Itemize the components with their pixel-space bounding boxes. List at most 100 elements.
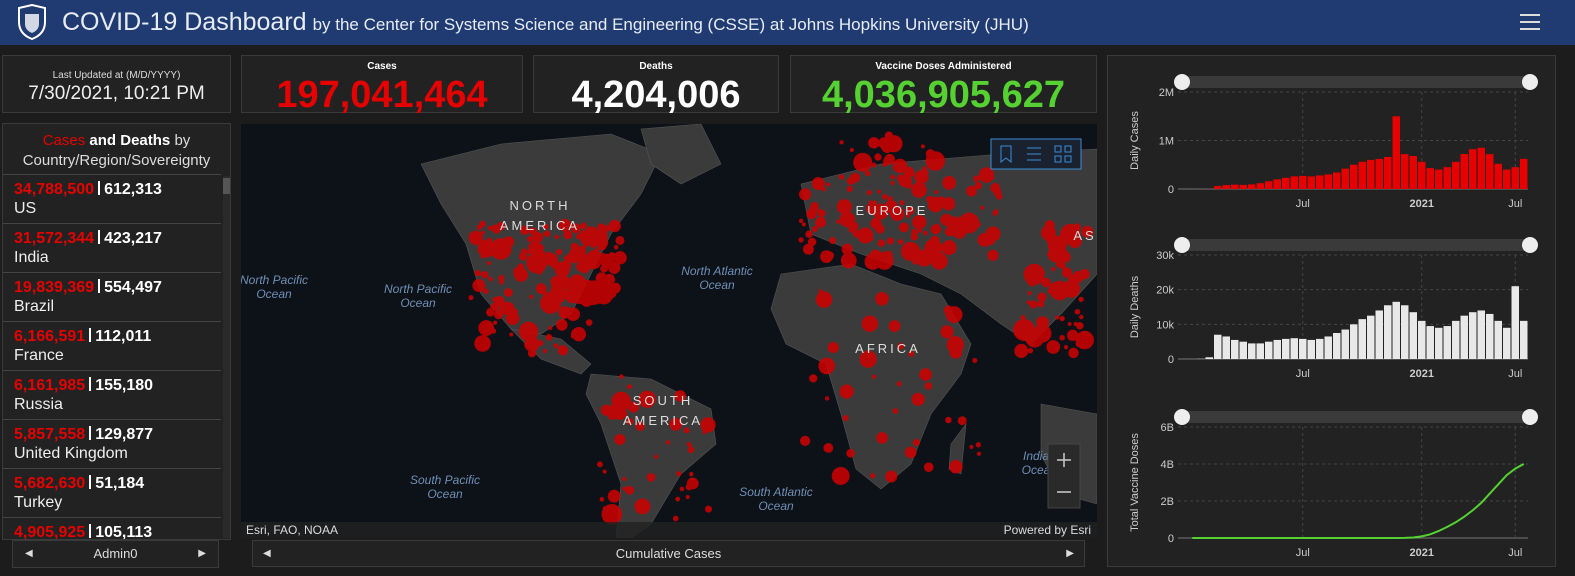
bubble	[993, 188, 1002, 197]
bubble	[554, 234, 559, 240]
zoom-in[interactable]	[1057, 453, 1071, 467]
bar	[1256, 343, 1264, 359]
bubble	[866, 202, 878, 215]
row-name: France	[14, 347, 64, 364]
bar	[1477, 310, 1485, 359]
bubble	[555, 248, 563, 256]
bubble	[976, 451, 982, 456]
bubble	[849, 221, 859, 231]
slider-handle[interactable]	[1522, 237, 1538, 253]
y-tick-label: 0	[1168, 354, 1174, 366]
bubble	[686, 441, 692, 447]
admin-tab[interactable]: ◀ Admin0 ▶	[12, 540, 219, 568]
chart: Daily Cases 0 1M 2M Jul 2021 Jul	[1129, 74, 1538, 210]
bubble	[886, 237, 894, 245]
bubble	[580, 231, 595, 246]
bubble	[806, 208, 817, 220]
basemap-button[interactable]	[1054, 145, 1062, 153]
bubble	[857, 227, 874, 244]
bubble	[883, 250, 893, 261]
row-name: US	[14, 200, 37, 217]
bubble	[468, 230, 484, 245]
y-tick-label: 30k	[1156, 250, 1174, 262]
prev-arrow[interactable]: ◀	[25, 548, 33, 559]
bubble	[601, 285, 610, 294]
bubble	[1068, 234, 1082, 248]
bubble	[992, 229, 1001, 238]
x-tick-label: 2021	[1410, 198, 1434, 210]
bubble	[553, 343, 559, 349]
bubble	[957, 416, 967, 426]
slider-handle[interactable]	[1174, 74, 1190, 90]
bubble	[627, 401, 640, 413]
bubble	[513, 267, 529, 282]
bubble	[474, 335, 491, 352]
bar	[1426, 326, 1434, 359]
y-tick-label: 2B	[1161, 496, 1174, 508]
bubble	[504, 288, 513, 297]
bubble	[524, 336, 540, 352]
subtitle: by the Center for Systems Science and En…	[312, 15, 1029, 34]
row-deaths: 612,313	[104, 181, 162, 198]
country-row: 6,166,591 112,011 France	[3, 322, 221, 371]
bubble	[622, 476, 627, 481]
map[interactable]: NORTH AMERICA EUROPE AS AFRICA SOUTH AMERICA No…	[241, 124, 1097, 538]
bar	[1316, 338, 1324, 359]
bubble	[685, 495, 690, 500]
bubble	[815, 291, 833, 308]
legend-button[interactable]	[1027, 147, 1041, 161]
ocean-label: Ocean	[699, 278, 735, 292]
bar	[1469, 312, 1477, 359]
bubble	[1068, 347, 1079, 359]
bubble	[940, 325, 954, 339]
bookmark-button[interactable]	[1000, 145, 1012, 164]
scroll-thumb[interactable]	[223, 178, 230, 194]
bar	[1443, 167, 1451, 189]
prev-arrow[interactable]: ◀	[263, 548, 271, 559]
scrollbar[interactable]	[223, 176, 230, 538]
ocean-label: North Atlantic	[681, 264, 753, 278]
country-list: Cases and Deaths by Country/Region/Sover…	[2, 123, 231, 540]
map-tab[interactable]: ◀ Cumulative Cases ▶	[252, 540, 1085, 567]
bubble	[831, 466, 850, 485]
bubble	[925, 151, 946, 171]
bubble	[829, 237, 837, 245]
bubble	[898, 222, 909, 233]
separator	[98, 181, 101, 195]
bubble	[468, 295, 474, 301]
bubble	[614, 433, 626, 446]
bubble	[910, 233, 918, 241]
bubble	[1055, 315, 1060, 320]
bubble	[557, 345, 569, 356]
next-arrow[interactable]: ▶	[1066, 548, 1074, 559]
bubble	[941, 197, 956, 211]
bubble	[483, 288, 489, 294]
bubble	[558, 218, 572, 232]
bubble	[1047, 287, 1055, 295]
bubble	[570, 223, 581, 234]
bar	[1486, 313, 1494, 359]
bubble	[909, 172, 915, 177]
bar	[1358, 319, 1366, 359]
bubble	[626, 384, 632, 390]
slider-handle[interactable]	[1522, 74, 1538, 90]
bubble	[864, 170, 871, 177]
bubble	[1081, 225, 1094, 238]
bubble	[1063, 250, 1068, 255]
bubble	[871, 374, 877, 379]
bubble	[529, 294, 534, 299]
title-text: COVID-19 Dashboard	[62, 8, 307, 36]
bubble	[920, 144, 925, 149]
bubble	[1029, 300, 1038, 309]
map-labels: NORTH AMERICA EUROPE AS AFRICA SOUTH AMERICA No…	[241, 198, 1094, 513]
slider-handle[interactable]	[1174, 237, 1190, 253]
next-arrow[interactable]: ▶	[198, 548, 206, 559]
bubble	[554, 262, 570, 278]
menu-button[interactable]	[1520, 13, 1540, 31]
bubble	[799, 188, 812, 201]
slider-handle[interactable]	[1174, 409, 1190, 425]
bubble	[915, 249, 933, 267]
slider-handle[interactable]	[1522, 409, 1538, 425]
row-name: United Kingdom	[14, 445, 128, 462]
